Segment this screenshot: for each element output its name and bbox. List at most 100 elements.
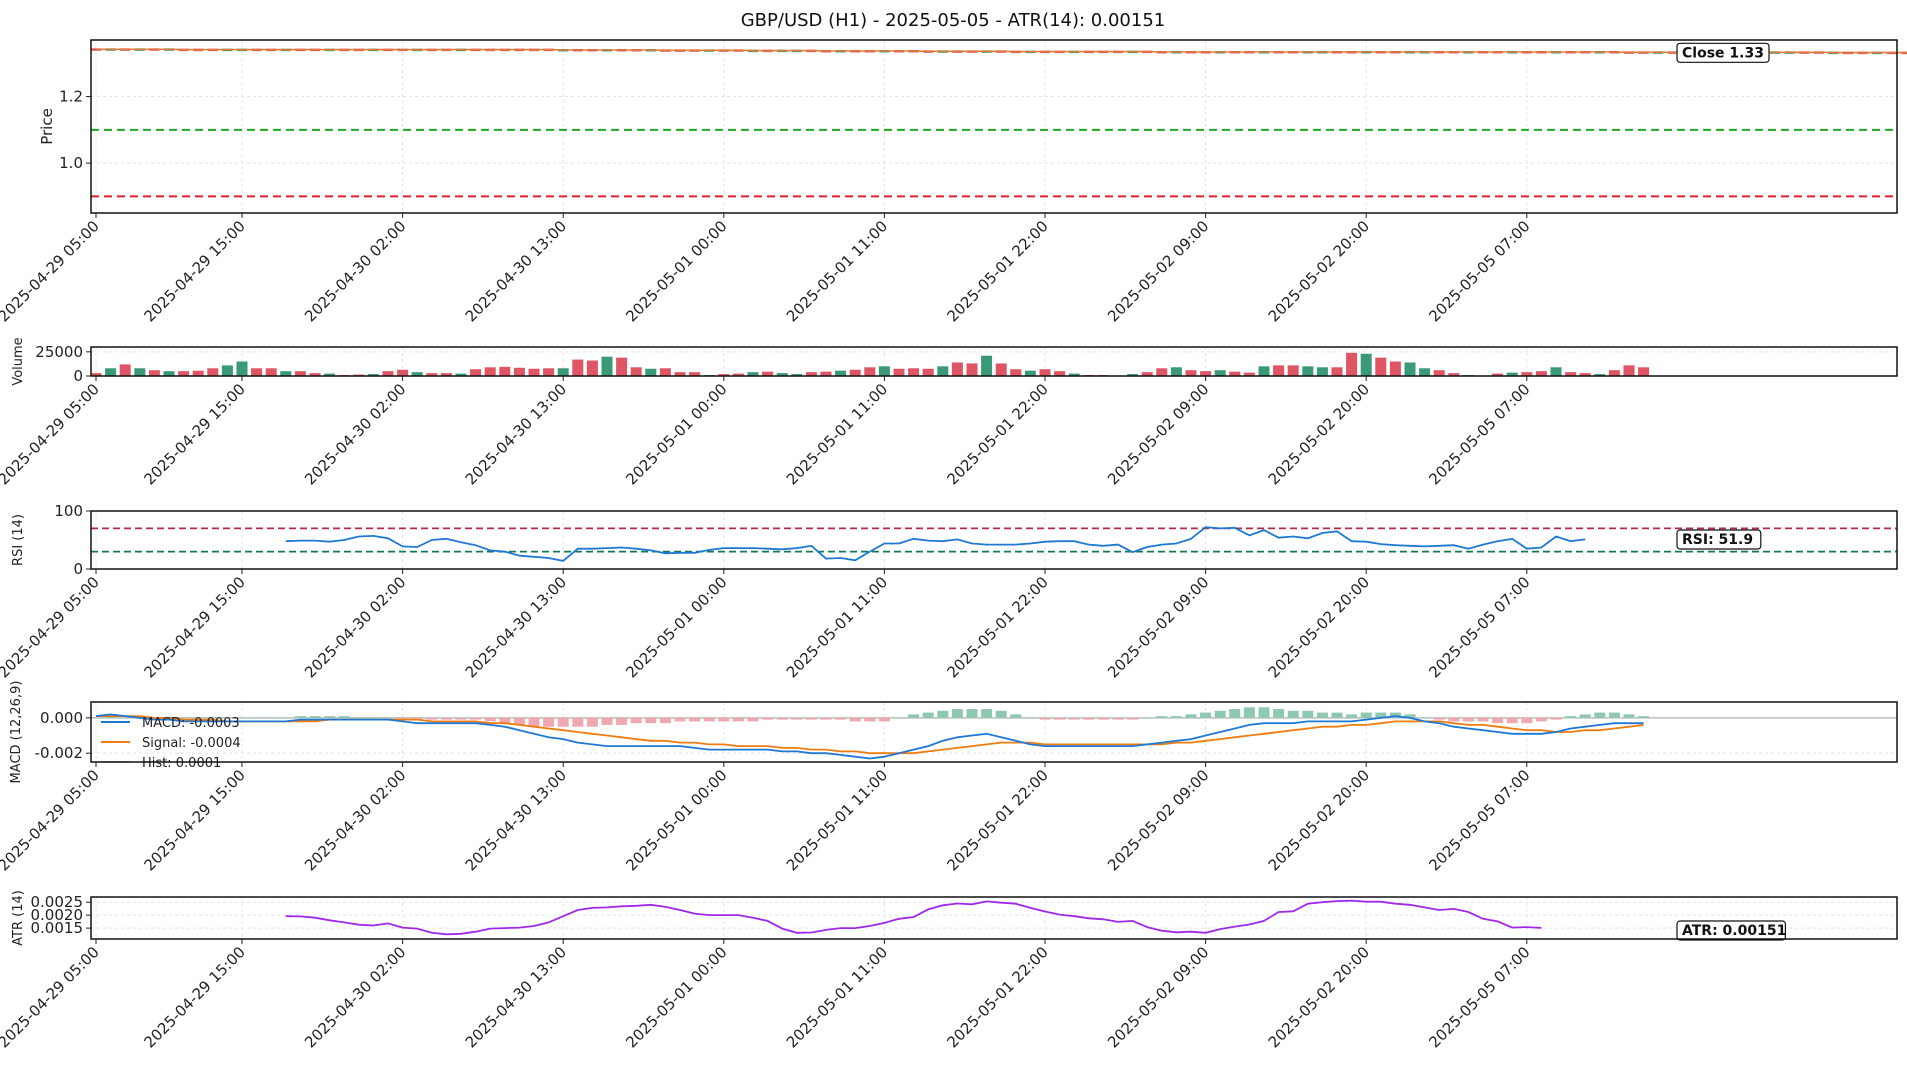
macd-ytick-label: 0.000 (40, 709, 83, 727)
macd-xtick-label: 2025-04-30 02:00 (301, 766, 409, 874)
macd-hist-bar (762, 718, 773, 720)
rsi-xtick-label: 2025-05-02 09:00 (1104, 573, 1212, 681)
price-xtick-label: 2025-05-05 07:00 (1425, 217, 1533, 325)
volume-bar (1361, 354, 1372, 376)
volume-bar (251, 368, 262, 376)
rsi-xtick-label: 2025-05-02 20:00 (1265, 573, 1373, 681)
volume-bar (1273, 365, 1284, 376)
atr-xtick-label: 2025-04-30 02:00 (301, 943, 409, 1051)
volume-xtick-label: 2025-05-01 22:00 (944, 380, 1052, 488)
atr-frame (91, 897, 1897, 939)
rsi-ytick-label: 100 (54, 502, 83, 520)
volume-bar (499, 367, 510, 376)
macd-hist-bar (835, 718, 846, 720)
macd-legend-label: Signal: -0.0004 (142, 736, 241, 751)
macd-xtick-label: 2025-05-01 11:00 (783, 766, 891, 874)
volume-ytick-label: 25000 (35, 343, 83, 361)
rsi-xtick-label: 2025-04-30 13:00 (462, 573, 570, 681)
macd-xtick-label: 2025-04-30 13:00 (462, 766, 570, 874)
macd-hist-bar (1536, 718, 1547, 722)
macd-hist-bar (675, 718, 686, 722)
macd-hist-bar (339, 716, 350, 718)
volume-bar (967, 363, 978, 376)
macd-hist-bar (850, 718, 861, 722)
macd-hist-bar (1492, 718, 1503, 723)
volume-bar (193, 371, 204, 376)
atr-xtick-label: 2025-04-29 05:00 (0, 943, 103, 1051)
volume-xtick-label: 2025-04-30 13:00 (462, 380, 570, 488)
macd-signal-line (96, 716, 1644, 753)
macd-hist-bar (1332, 713, 1343, 718)
volume-bar (237, 362, 248, 377)
macd-xtick-label: 2025-05-01 00:00 (622, 766, 730, 874)
volume-bar (207, 368, 218, 376)
macd-hist-bar (441, 718, 452, 720)
volume-bar (1156, 368, 1167, 376)
volume-bar (1040, 369, 1051, 376)
volume-bar (587, 361, 598, 376)
atr-xtick-label: 2025-04-30 13:00 (462, 943, 570, 1051)
macd-hist-bar (923, 713, 934, 718)
volume-bar (981, 356, 992, 376)
macd-hist-bar (1244, 707, 1255, 718)
macd-hist-bar (1288, 711, 1299, 718)
macd-hist-bar (266, 718, 277, 719)
macd-hist-bar (996, 711, 1007, 718)
macd-hist-bar (937, 711, 948, 718)
macd-hist-bar (1200, 713, 1211, 718)
macd-hist-bar (280, 718, 291, 719)
volume-bar (1186, 370, 1197, 376)
atr-xtick-label: 2025-05-01 22:00 (944, 943, 1052, 1051)
price-xtick-label: 2025-05-02 20:00 (1265, 217, 1373, 325)
price-ytick-label: 1.2 (59, 88, 83, 106)
macd-hist-bar (777, 718, 788, 720)
volume-bar (864, 367, 875, 376)
volume-bar (105, 368, 116, 376)
macd-hist-bar (1156, 716, 1167, 718)
macd-hist-bar (1215, 711, 1226, 718)
macd-hist-bar (952, 709, 963, 718)
close-price-label: Close 1.33 (1682, 45, 1764, 61)
macd-hist-bar (485, 718, 496, 722)
macd-xtick-label: 2025-05-02 09:00 (1104, 766, 1212, 874)
macd-hist-bar (1609, 713, 1620, 718)
macd-xtick-label: 2025-05-01 22:00 (944, 766, 1052, 874)
macd-hist-bar (821, 718, 832, 720)
volume-bar (1419, 368, 1430, 376)
rsi-xtick-label: 2025-04-30 02:00 (301, 573, 409, 681)
atr-line (286, 901, 1542, 935)
macd-hist-bar (91, 718, 102, 719)
macd-hist-bar (1638, 716, 1649, 718)
volume-bar (1375, 358, 1386, 376)
macd-hist-bar (616, 718, 627, 725)
volume-xtick-label: 2025-05-01 11:00 (783, 380, 891, 488)
atr-xtick-label: 2025-04-29 15:00 (141, 943, 249, 1051)
volume-bar (120, 364, 131, 376)
macd-hist-bar (456, 718, 467, 720)
macd-hist-bar (718, 718, 729, 722)
macd-hist-bar (1229, 709, 1240, 718)
volume-bar (1624, 365, 1635, 376)
macd-hist-bar (1346, 714, 1357, 718)
volume-xtick-label: 2025-05-02 20:00 (1265, 380, 1373, 488)
volume-xtick-label: 2025-05-02 09:00 (1104, 380, 1212, 488)
volume-bar (1390, 362, 1401, 377)
volume-bar (1551, 367, 1562, 376)
macd-hist-bar (1521, 718, 1532, 723)
macd-hist-bar (572, 718, 583, 727)
price-xtick-label: 2025-05-01 22:00 (944, 217, 1052, 325)
macd-hist-bar (1171, 716, 1182, 718)
macd-hist-bar (1594, 713, 1605, 718)
macd-hist-bar (1010, 714, 1021, 718)
macd-hist-bar (981, 709, 992, 718)
rsi-xtick-label: 2025-05-01 11:00 (783, 573, 891, 681)
volume-bar (616, 358, 627, 376)
macd-xtick-label: 2025-05-02 20:00 (1265, 766, 1373, 874)
price-xtick-label: 2025-04-29 15:00 (141, 217, 249, 325)
volume-bar (1288, 365, 1299, 376)
